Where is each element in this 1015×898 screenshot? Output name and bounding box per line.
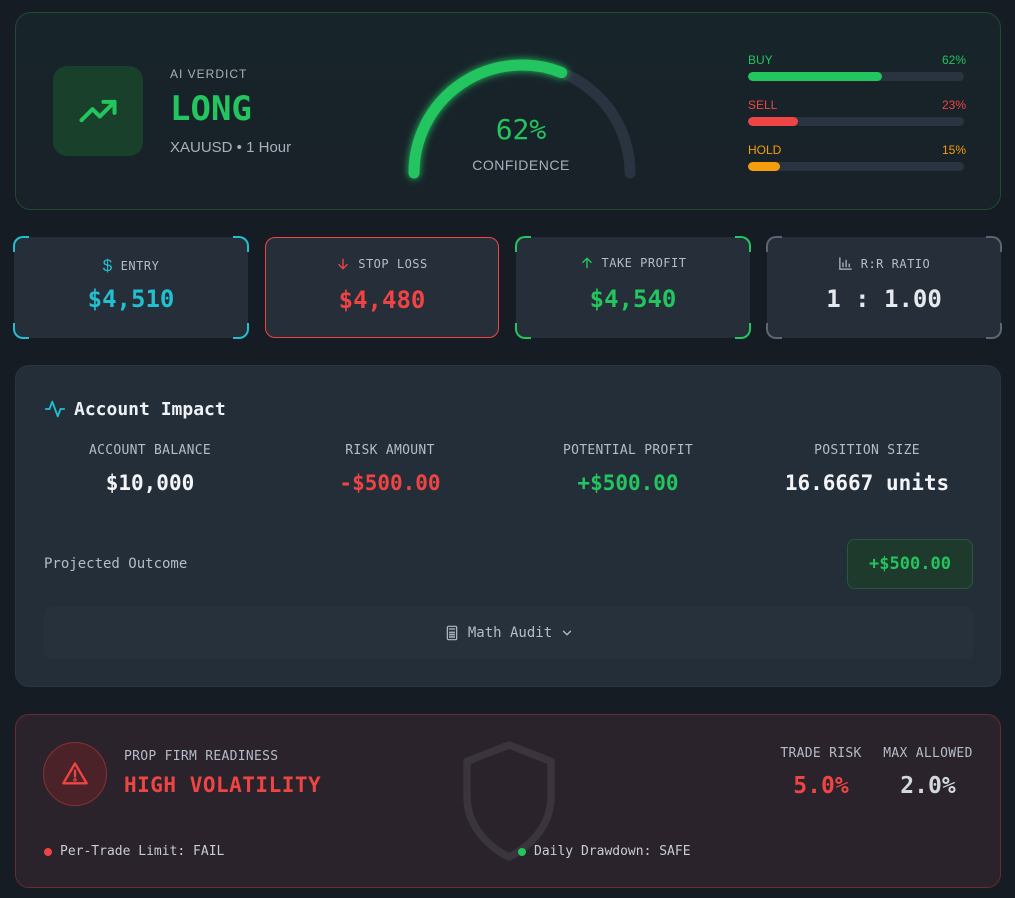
dollar-icon: $: [102, 256, 113, 275]
distribution-label: HOLD: [748, 143, 782, 157]
max-allowed-value: 2.0%: [900, 773, 956, 799]
prop-firm-status: HIGH VOLATILITY: [124, 773, 322, 797]
entry-label: ENTRY: [120, 259, 160, 273]
confidence-label: CONFIDENCE: [472, 157, 570, 173]
account-impact-panel: Account Impact ACCOUNT BALANCE $10,000 R…: [15, 365, 1001, 687]
entry-card: $ ENTRY $4,510: [13, 236, 249, 339]
metric-label: ACCOUNT BALANCE: [89, 443, 211, 458]
check-daily-drawdown: Daily Drawdown: SAFE: [518, 844, 691, 859]
projected-outcome-value: +$500.00: [847, 539, 973, 589]
metric-label: POTENTIAL PROFIT: [562, 443, 694, 458]
trade-risk-metric: TRADE RISK 5.0%: [771, 746, 871, 799]
arrow-down-icon: [338, 258, 349, 270]
stop-loss-value: $4,480: [338, 286, 426, 314]
signal-distribution: BUY 62% SELL 23% HOLD 15%: [748, 51, 966, 186]
max-allowed-label: MAX ALLOWED: [883, 746, 973, 761]
activity-icon: [44, 400, 66, 418]
stop-loss-label: STOP LOSS: [358, 257, 428, 271]
max-allowed-metric: MAX ALLOWED 2.0%: [878, 746, 978, 799]
metric-account-balance: ACCOUNT BALANCE $10,000: [30, 443, 270, 495]
prop-firm-panel: PROP FIRM READINESS HIGH VOLATILITY TRAD…: [15, 714, 1001, 888]
account-impact-header: Account Impact: [44, 398, 226, 420]
check-text: Daily Drawdown: SAFE: [534, 844, 691, 859]
status-dot: [44, 847, 52, 856]
check-text: Per-Trade Limit: FAIL: [60, 844, 225, 859]
metric-label: POSITION SIZE: [814, 443, 920, 458]
verdict-panel: AI VERDICT LONG XAUUSD • 1 Hour 62% CONF…: [15, 12, 1001, 210]
warning-icon: [62, 762, 88, 785]
stop-loss-card: STOP LOSS $4,480: [265, 237, 499, 338]
distribution-pct: 15%: [941, 143, 966, 157]
account-impact-title: Account Impact: [74, 398, 226, 420]
metric-risk-amount: RISK AMOUNT -$500.00: [270, 443, 510, 495]
entry-header: $ ENTRY: [14, 256, 248, 276]
distribution-pct: 23%: [941, 98, 966, 112]
shield-icon: [463, 741, 555, 861]
take-profit-card: TAKE PROFIT $4,540: [515, 236, 751, 339]
trade-risk-label: TRADE RISK: [780, 746, 862, 761]
verdict-icon-box: [53, 66, 143, 156]
distribution-row-sell: SELL 23%: [748, 96, 966, 141]
rr-ratio-header: R:R RATIO: [767, 256, 1001, 271]
distribution-row-buy: BUY 62%: [748, 51, 966, 96]
distribution-fill: [748, 162, 781, 171]
stop-loss-header: STOP LOSS: [266, 257, 498, 271]
distribution-track: [748, 162, 964, 171]
projected-outcome-label: Projected Outcome: [44, 556, 188, 572]
metric-potential-profit: POTENTIAL PROFIT +$500.00: [508, 443, 748, 495]
confidence-gauge: [408, 59, 636, 179]
distribution-fill: [748, 72, 882, 81]
distribution-fill: [748, 117, 798, 126]
check-per-trade-limit: Per-Trade Limit: FAIL: [44, 844, 224, 859]
math-audit-toggle[interactable]: Math Audit: [44, 607, 974, 659]
take-profit-label: TAKE PROFIT: [601, 256, 687, 270]
distribution-pct: 62%: [941, 53, 966, 67]
gauge-fill: [408, 59, 568, 179]
metric-value: -$500.00: [339, 471, 441, 495]
trade-risk-value: 5.0%: [793, 773, 849, 799]
metric-value: +$500.00: [577, 471, 679, 495]
take-profit-header: TAKE PROFIT: [516, 256, 750, 270]
verdict-label: AI VERDICT: [170, 67, 248, 81]
arrow-up-icon: [581, 257, 592, 269]
metric-value: $10,000: [105, 471, 195, 495]
verdict-value: LONG: [170, 89, 252, 129]
rr-ratio-value: 1 : 1.00: [826, 285, 942, 313]
take-profit-value: $4,540: [589, 285, 677, 313]
entry-value: $4,510: [87, 285, 175, 313]
prop-warning-badge: [43, 742, 107, 806]
rr-ratio-label: R:R RATIO: [860, 256, 931, 271]
distribution-track: [748, 72, 964, 81]
metric-position-size: POSITION SIZE 16.6667 units: [747, 443, 987, 495]
prop-firm-label: PROP FIRM READINESS: [124, 749, 279, 764]
trending-up-icon: [79, 99, 117, 123]
confidence-value: 62%: [495, 113, 547, 146]
metric-value: 16.6667 units: [784, 471, 950, 495]
chevron-down-icon: [562, 630, 572, 636]
symbol-timeframe: XAUUSD • 1 Hour: [170, 139, 292, 156]
metric-label: RISK AMOUNT: [345, 443, 435, 458]
distribution-row-hold: HOLD 15%: [748, 141, 966, 186]
distribution-label: SELL: [748, 98, 778, 112]
rr-ratio-card: R:R RATIO 1 : 1.00: [766, 236, 1002, 339]
math-audit-label: Math Audit: [467, 625, 553, 641]
bar-chart-icon: [838, 257, 852, 270]
distribution-label: BUY: [748, 53, 773, 67]
status-dot: [518, 847, 526, 856]
calculator-icon: [446, 625, 458, 641]
distribution-track: [748, 117, 964, 126]
